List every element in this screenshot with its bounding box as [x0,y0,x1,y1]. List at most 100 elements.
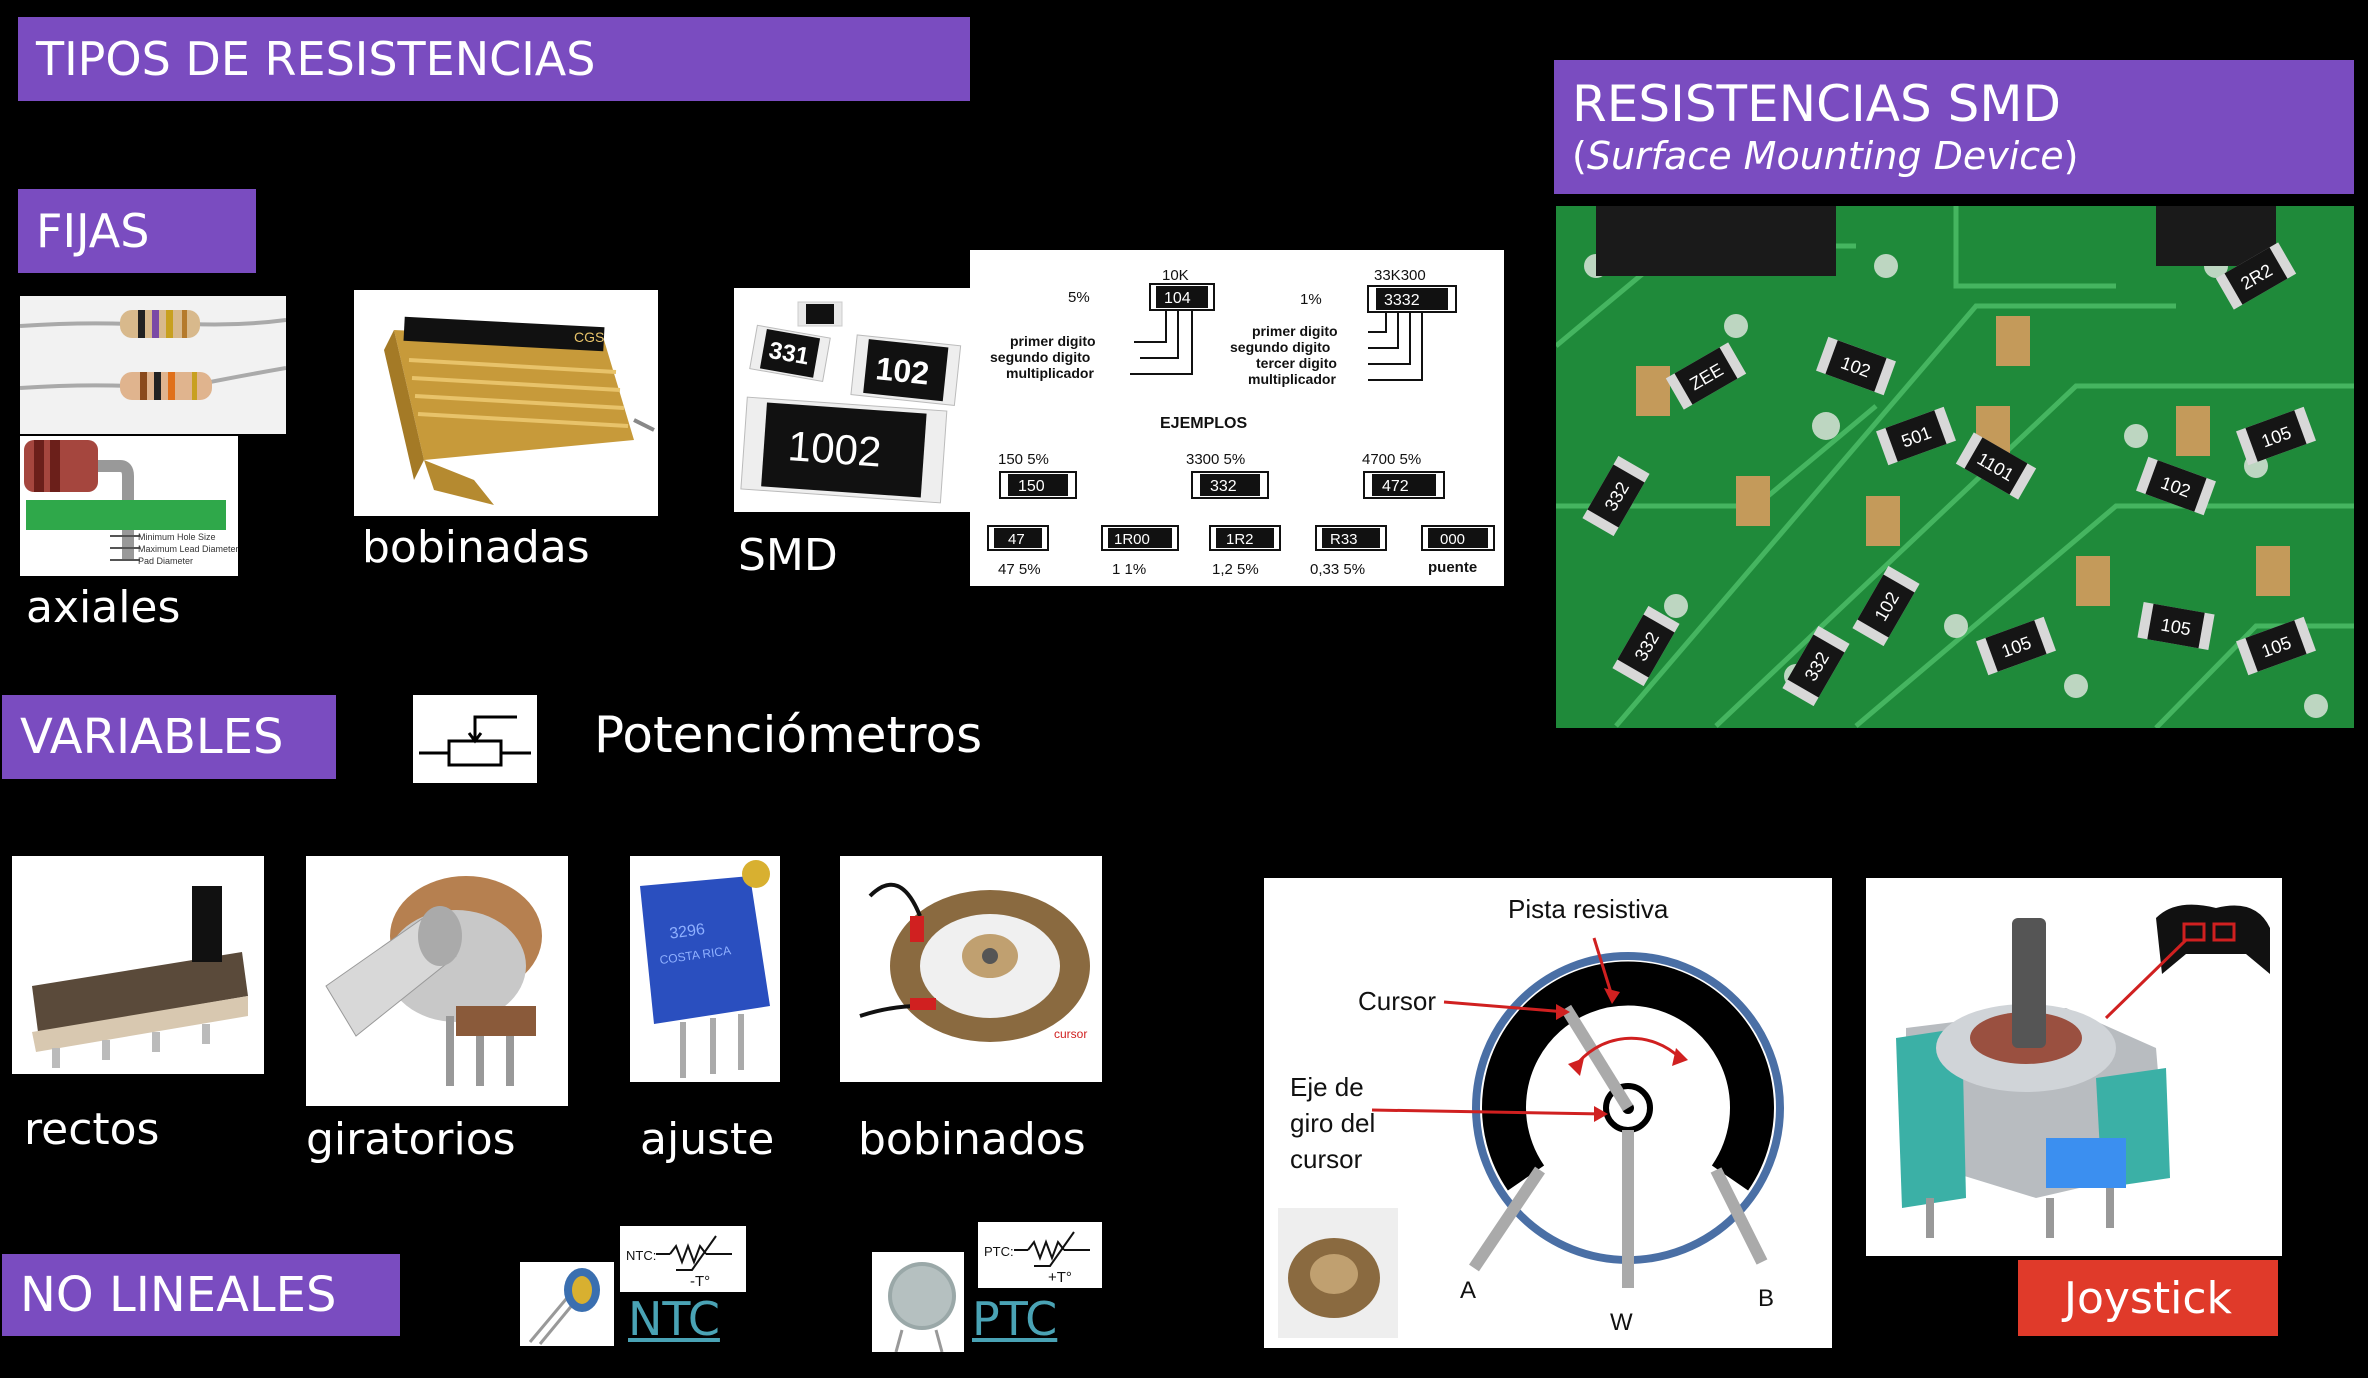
label-giratorios: giratorios [306,1114,516,1165]
smd-resistors-photo: 331 102 1002 [734,288,970,512]
ex8-label: puente [1428,559,1477,576]
ex1-code: 150 [1018,478,1045,495]
axial-footprint-drawing: Minimum Hole Size Maximum Lead Diameter … [20,436,238,576]
pcb-smd-chip: 1101 [1955,432,2037,500]
label-bobinados: bobinados [858,1114,1086,1165]
potentiometer-diagram-drawing: Pista resistiva Cursor Eje de giro del c… [1264,878,1832,1348]
pcb-smd-chip: 105 [2236,616,2316,676]
slide-potentiometer-photo [12,856,264,1074]
ex6-code: 1R2 [1226,531,1254,548]
examples-title: EJEMPLOS [1160,415,1247,432]
terminal-a-label: A [1460,1277,1476,1304]
label-potenciometros: Potenciómetros [594,706,983,764]
smd-panel-subtitle: (Surface Mounting Device) [1572,133,2078,179]
pcb-smd-chip: 2R2 [2215,242,2297,310]
ex8-code: 000 [1440,531,1465,548]
wirewound-resistor-photo: CGS [354,290,658,516]
smd-code-drawing: 5% 10K 104 primer digito segundo digito … [970,250,1504,586]
potentiometer-symbol [413,695,537,783]
smd-resistors-drawing: 331 102 1002 [734,288,970,512]
ex3-label: 4700 5% [1362,451,1421,468]
smd-pcb-photo: 332 ZEE 102 501 1101 102 105 105 102 105 332 332 105… [1556,206,2354,728]
left-label-3: multiplicador [1006,365,1094,381]
ex7-code: R33 [1330,531,1358,548]
page-title-banner: TIPOS DE RESISTENCIAS [18,17,970,101]
axial-footprint-diagram: Minimum Hole Size Maximum Lead Diameter … [20,436,238,576]
smd-panel-banner: RESISTENCIAS SMD (Surface Mounting Devic… [1554,60,2354,194]
ptc-photo-drawing [872,1252,964,1352]
smd-subtitle-italic: Surface Mounting Device [1586,134,2064,178]
pcb-smd-chip: 105 [2137,602,2215,650]
smd-panel-title: RESISTENCIAS SMD [1572,75,2061,133]
ex4-code: 47 [1008,531,1025,548]
ex1-label: 150 5% [998,451,1049,468]
section-fijas: FIJAS [18,189,256,273]
right-label-3: tercer digito [1256,355,1337,371]
ptc-symbol-label: PTC: [984,1244,1014,1259]
pcb-smd-chip: 102 [1816,336,1896,396]
ptc-link[interactable]: PTC [972,1292,1058,1346]
wirewound-potentiometer-photo: cursor [840,856,1102,1082]
right-label-2: segundo digito [1230,339,1330,355]
rotary-pot-drawing [306,856,568,1106]
pcb-smd-chip: 332 [1782,625,1850,707]
top-left-tolerance: 5% [1068,289,1090,306]
terminal-w-label: W [1610,1309,1633,1336]
terminal-b-label: B [1758,1285,1774,1312]
ex6-label: 1,2 5% [1212,561,1259,578]
ex2-code: 332 [1210,478,1237,495]
pot-photo-inset [1278,1208,1398,1338]
pcb-smd-chip: 102 [2136,456,2216,516]
right-label-1: primer digito [1252,323,1338,339]
joystick-label-banner: Joystick [2018,1260,2278,1336]
pcb-smd-chip: 105 [1976,616,2056,676]
smd-subtitle-open: ( [1572,134,1587,178]
ntc-symbol-label: NTC: [626,1248,656,1263]
section-variables: VARIABLES [2,695,336,779]
ex3-code: 472 [1382,478,1409,495]
ntc-link[interactable]: NTC [628,1292,720,1346]
label-axiales: axiales [26,582,181,633]
pcb-smd-chip: ZEE [1665,342,1747,410]
wirewound-cursor-label: cursor [1054,1027,1087,1041]
ptc-symbol: PTC: +T° [978,1222,1102,1288]
page-title: TIPOS DE RESISTENCIAS [36,32,596,86]
trimmer-potentiometer-photo: 3296 COSTA RICA [630,856,780,1082]
gamepad-inset [2104,904,2270,1020]
trimmer-pot-drawing: 3296 COSTA RICA [630,856,780,1082]
joystick-drawing [1866,878,2282,1256]
ex2-label: 3300 5% [1186,451,1245,468]
ptc-symbol-drawing: PTC: +T° [978,1222,1102,1288]
footprint-label-1: Minimum Hole Size [138,532,216,542]
ntc-symbol-temp: -T° [690,1273,710,1290]
trimmer-marking-code: 3296 [668,921,706,943]
footprint-label-3: Pad Diameter [138,556,193,566]
wirewound-marking: CGS [574,329,604,345]
right-label-4: multiplicador [1248,371,1336,387]
ntc-symbol-drawing: NTC: -T° [620,1226,746,1292]
wirewound-resistor-drawing: CGS [354,290,658,516]
wirewound-pot-drawing: cursor [840,856,1102,1082]
ex7-label: 0,33 5% [1310,561,1365,578]
left-label-1: primer digito [1010,333,1096,349]
axial-resistors-photo [20,296,286,434]
section-fijas-label: FIJAS [36,204,150,258]
pcb-smd-chip: 105 [2236,406,2316,466]
slide-pot-drawing [12,856,264,1074]
label-smd: SMD [738,530,838,581]
smd-code-chart: 5% 10K 104 primer digito segundo digito … [970,250,1504,586]
rotary-potentiometer-photo [306,856,568,1106]
top-right-value: 33K300 [1374,267,1426,284]
top-left-value: 10K [1162,267,1189,284]
ex5-label: 1 1% [1112,561,1146,578]
ntc-thermistor-photo [520,1262,614,1346]
axial-resistors-drawing [20,296,286,434]
section-variables-label: VARIABLES [20,709,284,765]
ntc-photo-drawing [520,1262,614,1346]
joystick-label: Joystick [2063,1272,2232,1324]
potentiometer-diagram: Pista resistiva Cursor Eje de giro del c… [1264,878,1832,1348]
smd-part-102: 102 [874,350,931,391]
ex4-label: 47 5% [998,561,1041,578]
smd-part-1002: 1002 [786,422,882,475]
